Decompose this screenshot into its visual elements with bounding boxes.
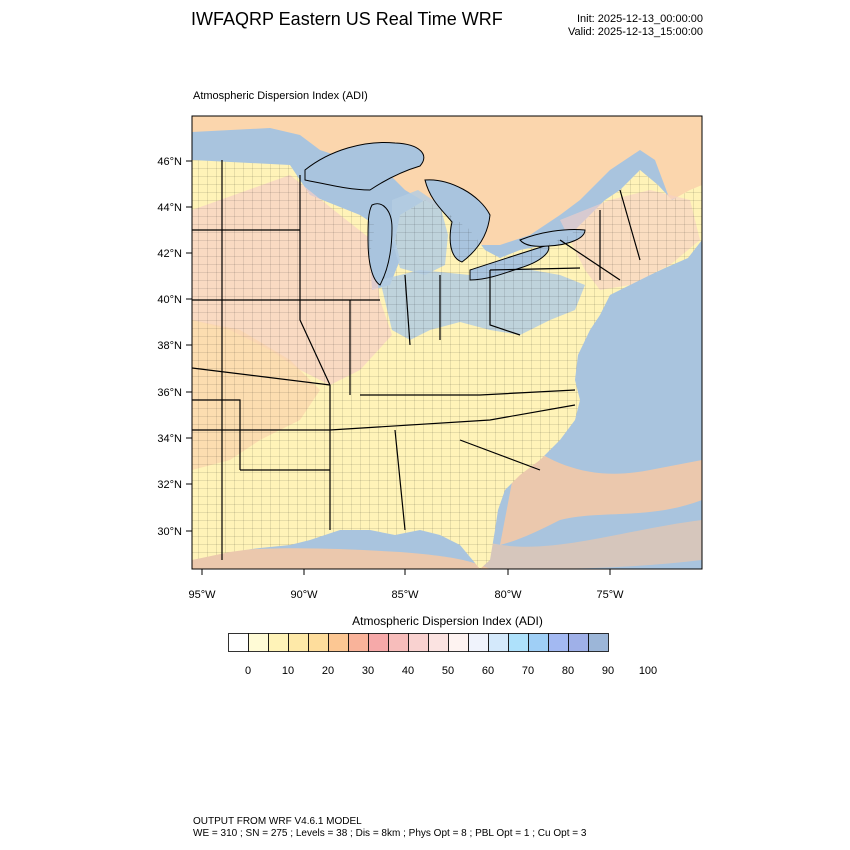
colorbar-swatch xyxy=(488,633,509,652)
colorbar-swatch xyxy=(328,633,349,652)
offshore-band-south xyxy=(480,520,702,569)
valid-time: Valid: 2025-12-13_15:00:00 xyxy=(568,26,703,38)
lat-label: 44°N xyxy=(157,202,182,214)
map-area xyxy=(192,116,702,569)
init-time: Init: 2025-12-13_00:00:00 xyxy=(577,13,703,25)
colorbar-swatch xyxy=(448,633,469,652)
colorbar-swatch xyxy=(288,633,309,652)
colorbar-swatch xyxy=(268,633,289,652)
colorbar-tick-label: 90 xyxy=(602,665,614,677)
offshore-band xyxy=(500,440,702,545)
lon-label: 90°W xyxy=(290,589,318,601)
colorbar-tick-labels: 0 10 20 30 40 50 60 70 80 90 100 xyxy=(245,665,657,677)
colorbar xyxy=(228,633,609,652)
colorbar-swatch xyxy=(428,633,449,652)
lake-superior xyxy=(304,141,425,191)
colorbar-swatch xyxy=(568,633,589,652)
colorbar-swatch xyxy=(248,633,269,652)
colorbar-swatch xyxy=(388,633,409,652)
lat-label: 34°N xyxy=(157,433,182,445)
colorbar-swatch xyxy=(368,633,389,652)
lon-label: 85°W xyxy=(391,589,419,601)
colorbar-swatch xyxy=(408,633,429,652)
colorbar-tick-label: 80 xyxy=(562,665,574,677)
colorbar-swatch xyxy=(588,633,609,652)
colorbar-swatch xyxy=(508,633,529,652)
map-frame xyxy=(191,115,703,570)
latitude-axis: 46°N 44°N 42°N 40°N 38°N 36°N 34°N 32°N 30°N xyxy=(157,156,192,538)
state-boundaries xyxy=(192,160,641,560)
colorbar-swatch xyxy=(528,633,549,652)
footer-model-line: OUTPUT FROM WRF V4.6.1 MODEL xyxy=(193,816,362,827)
colorbar-tick-label: 50 xyxy=(442,665,454,677)
run-times: Init: 2025-12-13_00:00:00 Valid: 2025-12… xyxy=(568,13,703,39)
lat-label: 40°N xyxy=(157,294,182,306)
colorbar-tick-label: 20 xyxy=(322,665,334,677)
map-subtitle: Atmospheric Dispersion Index (ADI) xyxy=(193,90,368,102)
colorbar-swatch xyxy=(468,633,489,652)
colorbar-tick-label: 10 xyxy=(282,665,294,677)
offshore-band-gulf xyxy=(192,548,490,569)
lon-label: 95°W xyxy=(188,589,216,601)
county-boundaries xyxy=(192,160,702,569)
colorbar-swatch xyxy=(308,633,329,652)
colorbar-tick-label: 0 xyxy=(245,665,251,677)
colorbar-tick-label: 100 xyxy=(639,665,657,677)
lat-label: 30°N xyxy=(157,526,182,538)
lat-label: 36°N xyxy=(157,387,182,399)
footer-config-line: WE = 310 ; SN = 275 ; Levels = 38 ; Dis … xyxy=(193,828,587,839)
colorbar-tick-label: 60 xyxy=(482,665,494,677)
colorbar-swatch xyxy=(548,633,569,652)
lat-label: 38°N xyxy=(157,340,182,352)
colorbar-swatch xyxy=(348,633,369,652)
colorbar-swatch xyxy=(228,633,249,652)
lat-label: 32°N xyxy=(157,479,182,491)
lat-label: 46°N xyxy=(157,156,182,168)
colorbar-tick-label: 70 xyxy=(522,665,534,677)
lon-label: 80°W xyxy=(494,589,522,601)
longitude-axis: 95°W 90°W 85°W 80°W 75°W xyxy=(188,569,624,601)
colorbar-tick-label: 40 xyxy=(402,665,414,677)
lat-label: 42°N xyxy=(157,248,182,260)
lon-label: 75°W xyxy=(596,589,624,601)
canada-land xyxy=(192,116,702,245)
colorbar-title: Atmospheric Dispersion Index (ADI) xyxy=(352,614,543,628)
colorbar-tick-label: 30 xyxy=(362,665,374,677)
page-title: IWFAQRP Eastern US Real Time WRF xyxy=(191,9,503,29)
